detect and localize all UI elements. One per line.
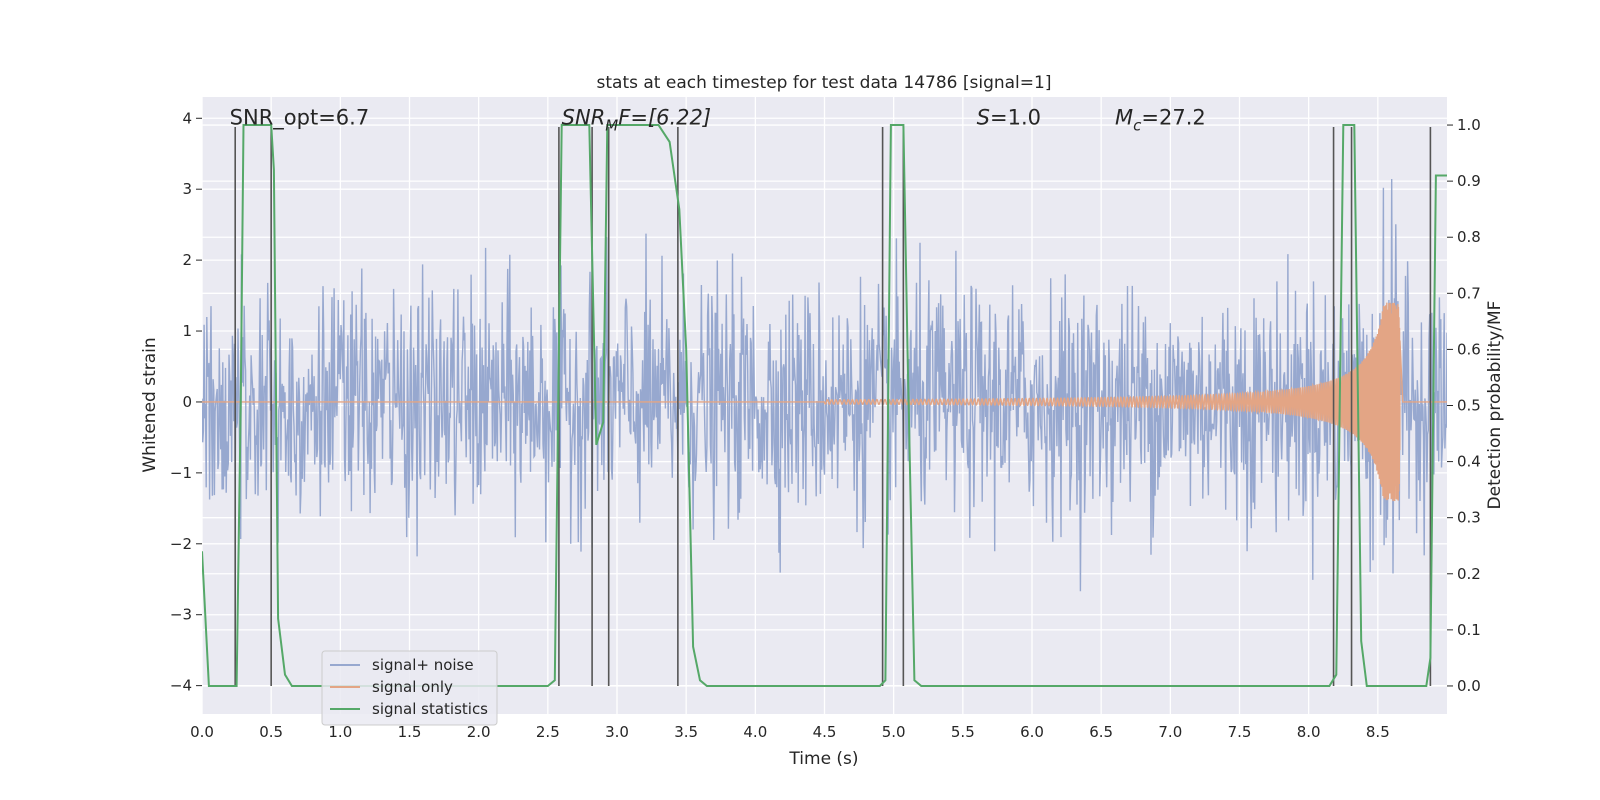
annotation-value: =27.2 xyxy=(1141,105,1205,129)
left-y-tick-label: −2 xyxy=(170,535,192,553)
signal-statistics-line xyxy=(202,124,1447,687)
x-tick-label: 4.0 xyxy=(743,723,767,741)
right-y-tick-label: 0.0 xyxy=(1457,677,1481,695)
right-y-axis-ticks: 0.0 0.1 0.2 0.3 0.4 0.5 0.6 0.7 0.8 0.9 1.0 xyxy=(1447,116,1481,695)
x-tick-label: 6.0 xyxy=(1020,723,1044,741)
right-y-tick-label: 0.1 xyxy=(1457,621,1481,639)
annotation: SNR_opt=6.7 xyxy=(230,105,370,130)
annotation-main: SNR_opt=6.7 xyxy=(230,105,370,130)
x-tick-label: 0.5 xyxy=(259,723,283,741)
left-y-tick-label: −4 xyxy=(170,677,192,695)
x-tick-label: 7.5 xyxy=(1228,723,1252,741)
x-tick-label: 7.0 xyxy=(1158,723,1182,741)
legend-label-signal-only: signal only xyxy=(372,678,453,696)
left-y-tick-label: 4 xyxy=(182,109,192,127)
legend: signal+ noise signal only signal statist… xyxy=(321,650,498,726)
x-tick-label: 5.0 xyxy=(882,723,906,741)
legend-box xyxy=(321,650,498,726)
right-y-tick-label: 0.6 xyxy=(1457,340,1481,358)
right-y-axis-label: Detection probability/MF xyxy=(1485,301,1505,510)
annotation-value: F=[6.22] xyxy=(618,105,711,129)
left-y-tick-label: 2 xyxy=(182,251,192,269)
right-y-tick-label: 0.7 xyxy=(1457,284,1481,302)
signal-noise-line xyxy=(202,178,1447,592)
x-tick-label: 0.0 xyxy=(190,723,214,741)
right-y-tick-label: 0.9 xyxy=(1457,172,1481,190)
signal-only-line xyxy=(202,302,1447,502)
x-tick-label: 4.5 xyxy=(813,723,837,741)
annotation-main: S xyxy=(977,105,990,129)
x-tick-label: 1.5 xyxy=(398,723,422,741)
left-y-tick-label: 1 xyxy=(182,322,192,340)
x-tick-label: 8.5 xyxy=(1366,723,1390,741)
annotation-subscript: M xyxy=(605,116,618,134)
x-tick-label: 8.0 xyxy=(1297,723,1321,741)
legend-label-signal-statistics: signal statistics xyxy=(372,700,488,718)
left-y-axis-label: Whitened strain xyxy=(140,337,160,472)
chart-title: stats at each timestep for test data 147… xyxy=(597,73,1052,93)
annotation-main: M xyxy=(1115,105,1133,129)
left-y-tick-label: 3 xyxy=(182,180,192,198)
annotation-subscript: c xyxy=(1133,116,1142,134)
right-y-tick-label: 0.2 xyxy=(1457,565,1481,583)
left-y-tick-label: −1 xyxy=(170,464,192,482)
vertical-markers xyxy=(234,127,1432,686)
right-y-tick-label: 1.0 xyxy=(1457,116,1481,134)
x-tick-label: 5.5 xyxy=(951,723,975,741)
plot-area xyxy=(202,124,1447,687)
annotation-value: =1.0 xyxy=(990,105,1041,129)
right-y-tick-label: 0.8 xyxy=(1457,228,1481,246)
x-tick-label: 2.0 xyxy=(467,723,491,741)
annotations: SNR_opt=6.7 SNRMF=[6.22] S=1.0 Mc=27.2 xyxy=(230,105,1206,134)
x-tick-label: 6.5 xyxy=(1089,723,1113,741)
x-tick-label: 1.0 xyxy=(328,723,352,741)
right-y-tick-label: 0.5 xyxy=(1457,397,1481,415)
annotation: S=1.0 xyxy=(977,105,1041,129)
x-tick-label: 3.0 xyxy=(605,723,629,741)
x-axis-label: Time (s) xyxy=(788,749,858,769)
left-y-tick-label: −3 xyxy=(170,606,192,624)
annotation-main: SNR xyxy=(562,105,606,129)
right-y-tick-label: 0.4 xyxy=(1457,453,1481,471)
annotation: SNRMF=[6.22] xyxy=(562,105,711,134)
annotation: Mc=27.2 xyxy=(1115,105,1206,134)
legend-label-signal-noise: signal+ noise xyxy=(372,656,474,674)
x-axis-ticks: 0.0 0.5 1.0 1.5 2.0 2.5 3.0 3.5 4.0 4.5 5.0 5.5 6.0 6… xyxy=(190,723,1390,741)
right-y-tick-label: 0.3 xyxy=(1457,509,1481,527)
x-tick-label: 3.5 xyxy=(674,723,698,741)
left-y-axis-ticks: −4 −3 −2 −1 0 1 2 3 4 xyxy=(170,109,202,695)
left-y-tick-label: 0 xyxy=(182,393,192,411)
x-tick-label: 2.5 xyxy=(536,723,560,741)
